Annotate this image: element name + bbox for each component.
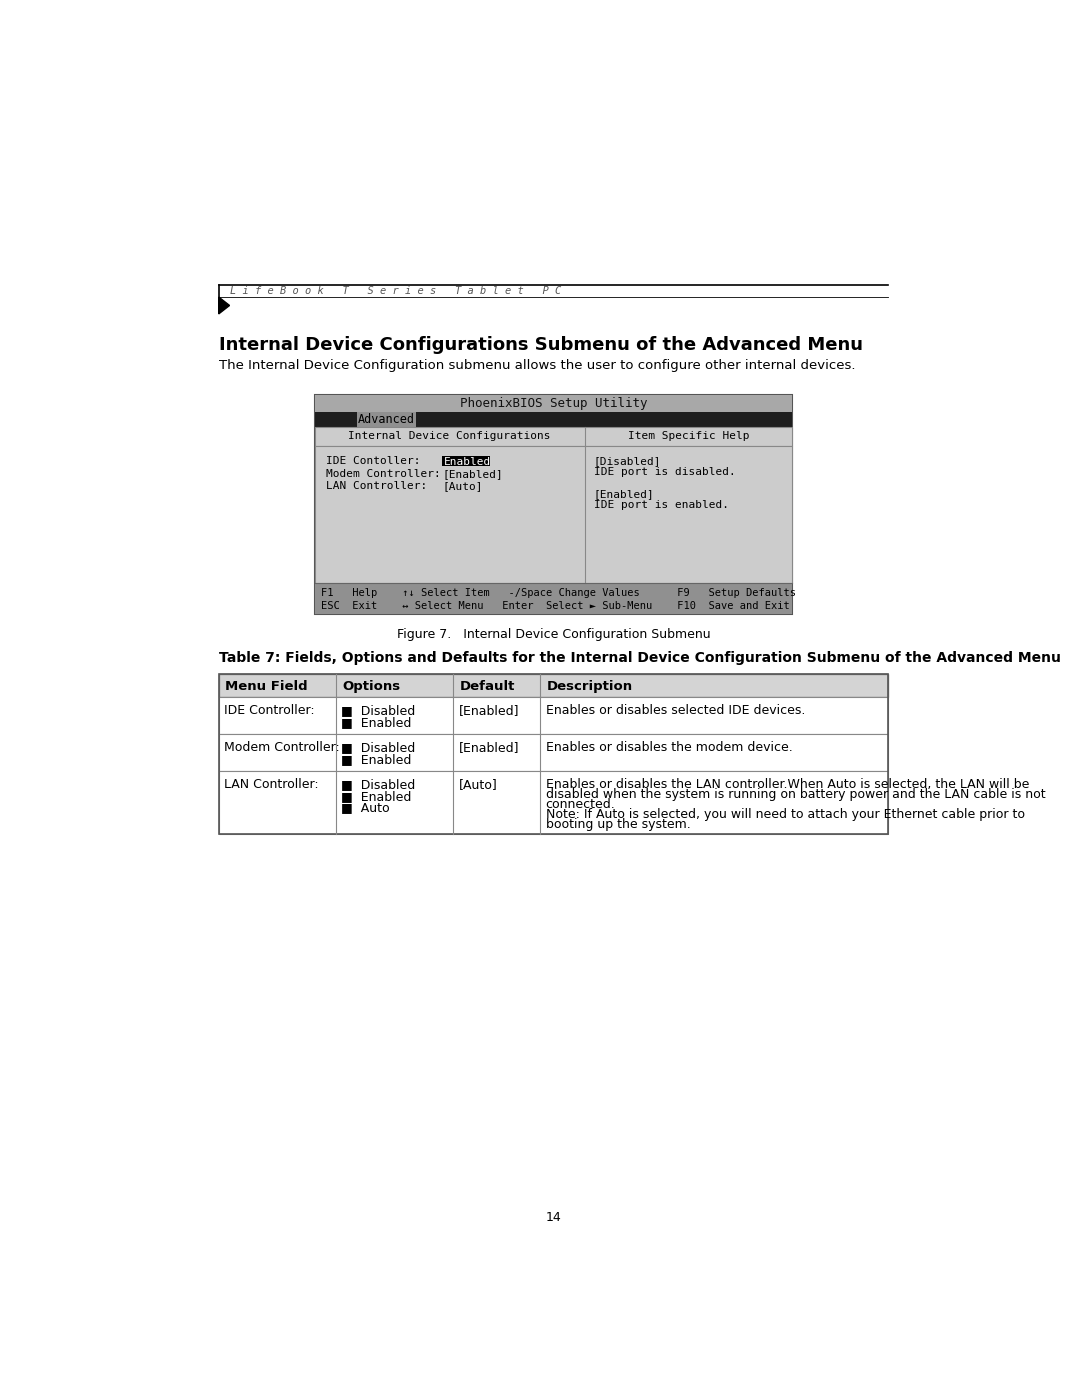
Text: ■  Enabled: ■ Enabled bbox=[341, 753, 411, 766]
Text: ESC  Exit    ↔ Select Menu   Enter  Select ► Sub-Menu    F10  Save and Exit: ESC Exit ↔ Select Menu Enter Select ► Su… bbox=[321, 601, 789, 610]
Text: Internal Device Configurations Submenu of the Advanced Menu: Internal Device Configurations Submenu o… bbox=[218, 335, 863, 353]
Bar bbox=[218, 771, 888, 834]
Text: ■  Enabled: ■ Enabled bbox=[341, 789, 411, 803]
Text: Modem Controller:: Modem Controller: bbox=[326, 469, 441, 479]
Text: Description: Description bbox=[546, 680, 633, 693]
Text: The Internal Device Configuration submenu allows the user to configure other int: The Internal Device Configuration submen… bbox=[218, 359, 855, 372]
Text: [Enabled]: [Enabled] bbox=[594, 489, 654, 499]
Bar bbox=[314, 427, 793, 446]
Text: L i f e B o o k   T   S e r i e s   T a b l e t   P C: L i f e B o o k T S e r i e s T a b l e … bbox=[230, 286, 561, 296]
Text: ■  Disabled: ■ Disabled bbox=[341, 704, 416, 717]
Bar bbox=[314, 584, 793, 615]
Bar bbox=[218, 697, 888, 735]
Text: PhoenixBIOS Setup Utility: PhoenixBIOS Setup Utility bbox=[460, 397, 647, 409]
Text: Internal Device Configurations: Internal Device Configurations bbox=[349, 432, 551, 441]
Text: Enabled: Enabled bbox=[444, 457, 490, 467]
Text: Enables or disables the LAN controller.When Auto is selected, the LAN will be: Enables or disables the LAN controller.W… bbox=[545, 778, 1029, 791]
Bar bbox=[218, 675, 888, 834]
Text: Default: Default bbox=[459, 680, 515, 693]
Text: LAN Controller:: LAN Controller: bbox=[225, 778, 319, 791]
Bar bbox=[314, 412, 793, 427]
Text: LAN Controller:: LAN Controller: bbox=[326, 481, 427, 490]
Text: Item Specific Help: Item Specific Help bbox=[627, 432, 750, 441]
Text: Advanced: Advanced bbox=[357, 414, 415, 426]
Text: booting up the system.: booting up the system. bbox=[545, 819, 690, 831]
Text: [Auto]: [Auto] bbox=[443, 481, 483, 490]
Text: Note: If Auto is selected, you will need to attach your Ethernet cable prior to: Note: If Auto is selected, you will need… bbox=[545, 809, 1025, 821]
Text: [Enabled]: [Enabled] bbox=[459, 742, 519, 754]
Text: [Disabled]: [Disabled] bbox=[594, 457, 661, 467]
Text: Enables or disables the modem device.: Enables or disables the modem device. bbox=[545, 742, 793, 754]
Text: ■  Auto: ■ Auto bbox=[341, 802, 390, 814]
Text: Options: Options bbox=[342, 680, 401, 693]
Text: disabled when the system is running on battery power and the LAN cable is not: disabled when the system is running on b… bbox=[545, 788, 1045, 802]
Text: [Enabled]: [Enabled] bbox=[459, 704, 519, 717]
Text: ■  Disabled: ■ Disabled bbox=[341, 778, 416, 791]
Text: Modem Controller:: Modem Controller: bbox=[225, 742, 340, 754]
Bar bbox=[314, 446, 793, 584]
Text: [Auto]: [Auto] bbox=[459, 778, 497, 791]
Bar bbox=[218, 735, 888, 771]
Text: Table 7: Fields, Options and Defaults for the Internal Device Configuration Subm: Table 7: Fields, Options and Defaults fo… bbox=[218, 651, 1061, 665]
Text: IDE port is disabled.: IDE port is disabled. bbox=[594, 467, 735, 478]
Text: IDE port is enabled.: IDE port is enabled. bbox=[594, 500, 729, 510]
Text: IDE Contoller:: IDE Contoller: bbox=[326, 457, 420, 467]
Text: Enables or disables selected IDE devices.: Enables or disables selected IDE devices… bbox=[545, 704, 805, 717]
Text: [Enabled]: [Enabled] bbox=[443, 469, 503, 479]
Text: 14: 14 bbox=[545, 1211, 562, 1224]
Bar bbox=[357, 412, 416, 427]
Bar bbox=[314, 395, 793, 412]
Bar bbox=[442, 457, 490, 467]
Polygon shape bbox=[218, 298, 230, 314]
Text: ■  Enabled: ■ Enabled bbox=[341, 715, 411, 729]
Text: F1   Help    ↑↓ Select Item   -/Space Change Values      F9   Setup Defaults: F1 Help ↑↓ Select Item -/Space Change Va… bbox=[321, 588, 796, 598]
Text: Menu Field: Menu Field bbox=[225, 680, 308, 693]
Text: Figure 7.   Internal Device Configuration Submenu: Figure 7. Internal Device Configuration … bbox=[396, 629, 711, 641]
Text: IDE Controller:: IDE Controller: bbox=[225, 704, 314, 717]
Text: connected.: connected. bbox=[545, 798, 616, 812]
Bar bbox=[218, 675, 888, 697]
Text: ■  Disabled: ■ Disabled bbox=[341, 742, 416, 754]
Bar bbox=[314, 395, 793, 615]
